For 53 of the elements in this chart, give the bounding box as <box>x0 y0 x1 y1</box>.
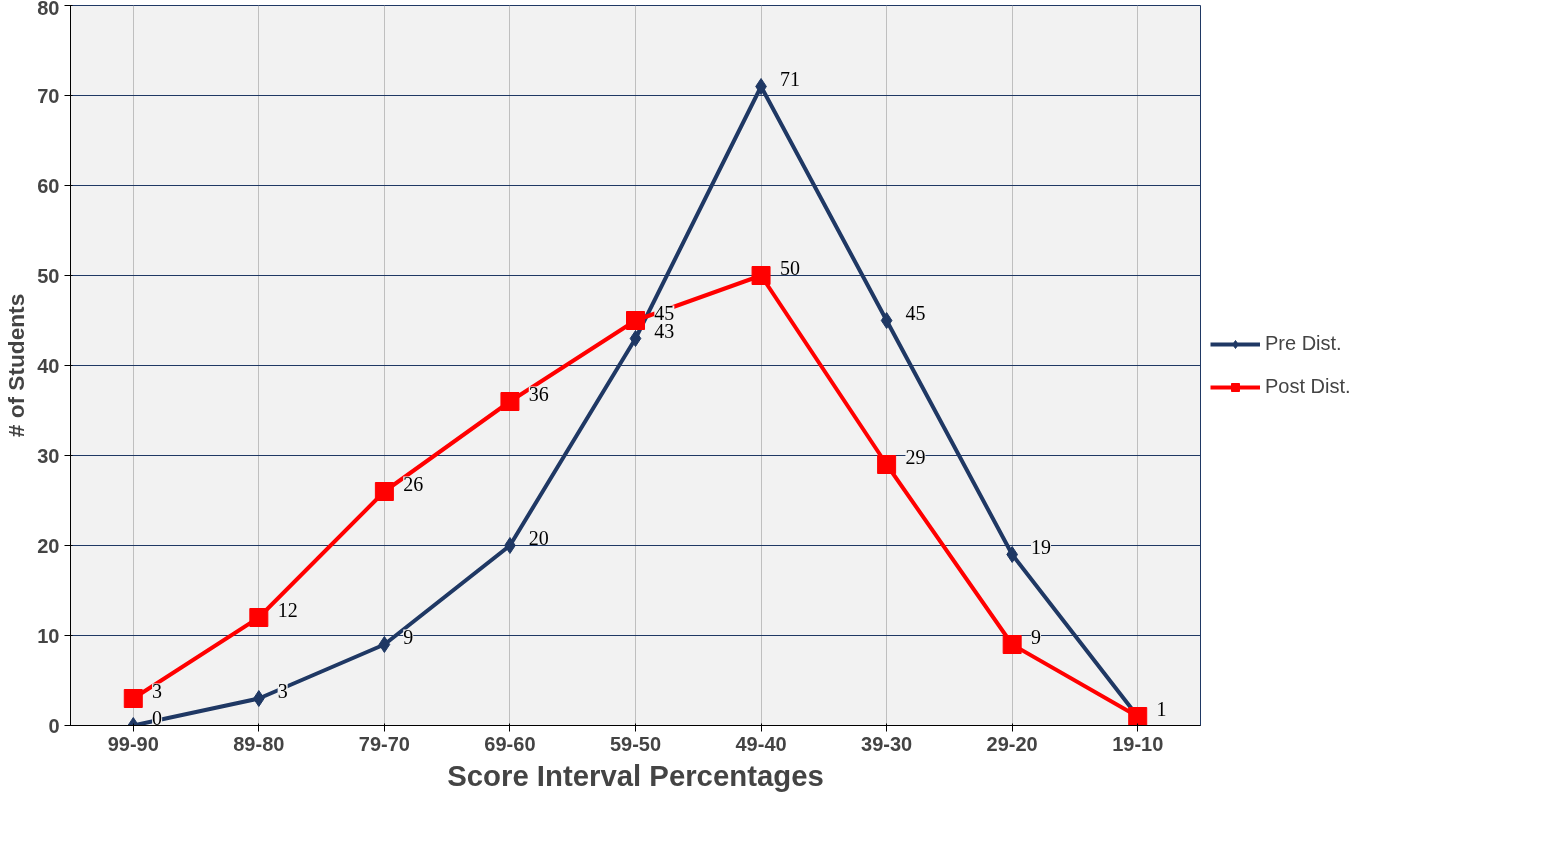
data-label: 45 <box>905 301 926 324</box>
point <box>626 311 645 330</box>
data-label: 36 <box>528 382 549 405</box>
x-tick-label: 39-30 <box>861 732 913 755</box>
data-label: 12 <box>277 598 298 621</box>
point <box>755 78 767 95</box>
point <box>751 266 771 285</box>
point <box>249 608 269 627</box>
data-label: 71 <box>779 67 800 90</box>
y-tick-label: 60 <box>37 174 60 197</box>
point <box>1002 635 1022 654</box>
x-tick-label: 69-60 <box>484 732 536 755</box>
data-label: 20 <box>528 526 549 549</box>
point <box>253 690 265 707</box>
point <box>123 689 143 708</box>
data-label: 3 <box>277 679 288 702</box>
data-label: 26 <box>403 472 424 495</box>
y-tick-label: 80 <box>37 0 60 19</box>
data-label: 29 <box>905 445 926 468</box>
point <box>880 312 893 329</box>
y-tick-label: 30 <box>37 444 60 467</box>
legend-label: Post Dist. <box>1265 375 1351 398</box>
point <box>1006 546 1018 563</box>
point <box>877 455 897 474</box>
y-tick-label: 70 <box>37 84 60 107</box>
point <box>378 636 391 653</box>
data-label: 9 <box>403 625 414 648</box>
x-tick-label: 99-90 <box>107 732 159 755</box>
y-tick-label: 0 <box>48 714 60 737</box>
x-tick-label: 19-10 <box>1112 732 1164 755</box>
legend-label: Pre Dist. <box>1265 332 1342 355</box>
point <box>500 392 520 411</box>
x-tick-label: 59-50 <box>609 732 662 755</box>
x-tick-label: 29-20 <box>986 732 1038 755</box>
data-label: 3 <box>152 679 163 702</box>
x-tick-label: 89-80 <box>233 732 285 755</box>
point <box>1128 707 1148 726</box>
y-axis-title: # of Students <box>3 293 30 438</box>
y-tick-label: 50 <box>37 264 60 287</box>
data-label: 0 <box>152 706 163 729</box>
data-label: 9 <box>1031 625 1041 648</box>
data-label: 19 <box>1031 535 1051 558</box>
data-label: 50 <box>779 256 800 279</box>
x-axis-title: Score Interval Percentages <box>447 758 824 792</box>
data-label: 1 <box>1156 697 1167 720</box>
point <box>504 537 516 554</box>
x-tick-label: 49-40 <box>735 732 787 755</box>
x-tick-label: 79-70 <box>358 732 410 755</box>
point <box>629 330 642 347</box>
y-tick-label: 10 <box>37 624 60 647</box>
y-tick-label: 40 <box>37 354 60 377</box>
y-tick-label: 20 <box>37 534 60 557</box>
point <box>374 482 394 501</box>
